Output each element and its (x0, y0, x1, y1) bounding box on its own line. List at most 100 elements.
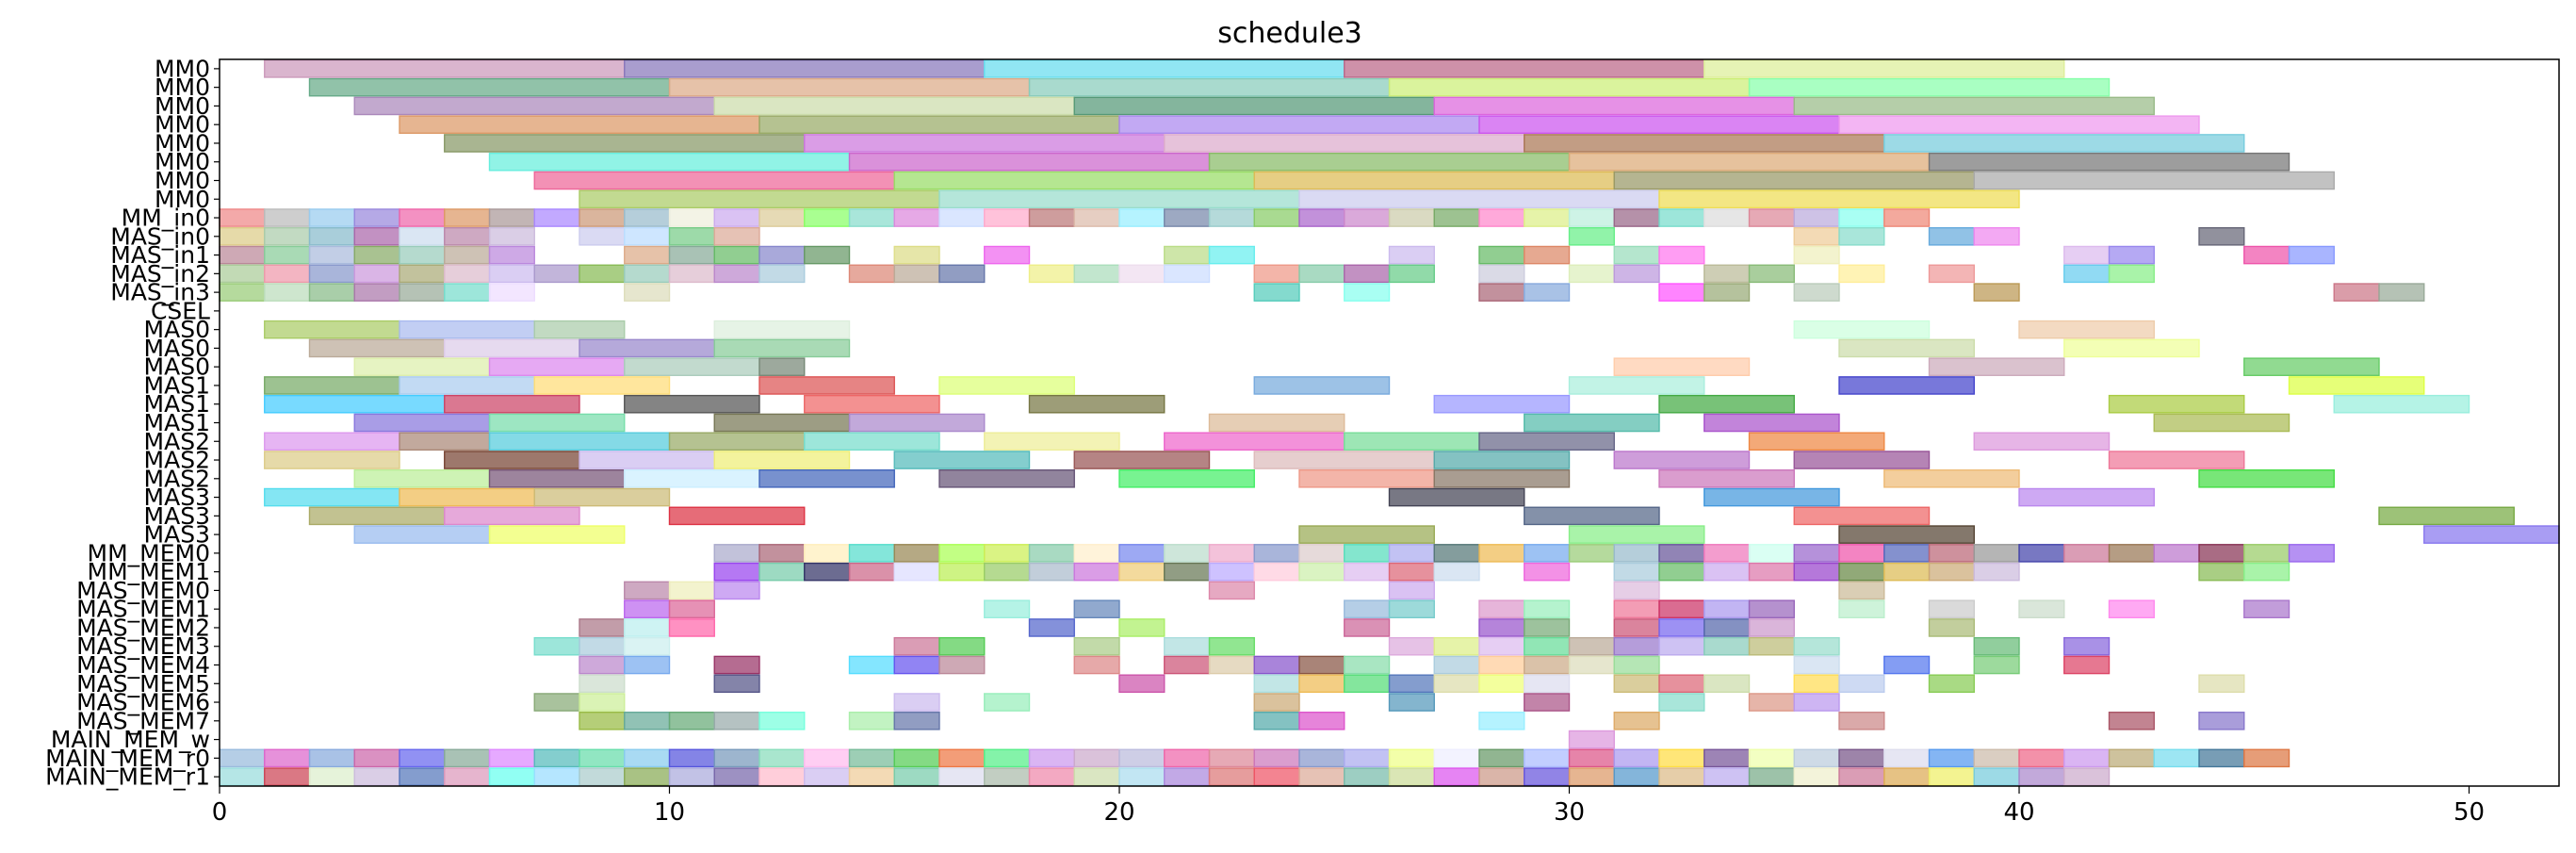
task-bar (1478, 674, 1525, 694)
task-bar (1613, 544, 1660, 563)
task-bar (1298, 767, 1345, 786)
task-bar (1478, 245, 1525, 265)
task-bar (533, 376, 671, 395)
task-bar (938, 748, 986, 768)
task-bar (624, 227, 671, 246)
task-bar (533, 487, 671, 507)
task-bar (1253, 208, 1300, 227)
task-bar (893, 693, 940, 712)
task-bar (758, 544, 806, 563)
task-bar (1658, 189, 2020, 209)
task-bar (1118, 767, 1166, 786)
task-bar (1298, 544, 1345, 563)
task-bar (1433, 655, 1480, 675)
task-bar (2063, 264, 2111, 284)
task-bar (1298, 562, 1345, 582)
task-bar (713, 338, 851, 358)
task-bar (579, 674, 626, 694)
task-bar (2153, 413, 2291, 433)
task-bar (893, 562, 940, 582)
task-bar (1568, 655, 1615, 675)
task-bar (1433, 674, 1480, 694)
task-bar (1658, 562, 1705, 582)
task-bar (1613, 618, 1660, 637)
y-tick-label: MM0 (155, 92, 210, 120)
task-bar (308, 338, 446, 358)
task-bar (1118, 208, 1166, 227)
y-tick-label: MAS_MEM4 (76, 651, 210, 679)
task-bar (2018, 748, 2065, 768)
task-bar (2063, 655, 2111, 675)
task-bar (668, 581, 715, 600)
task-bar (1388, 674, 1435, 694)
task-bar (1613, 451, 1751, 469)
task-bar (1164, 264, 1211, 284)
task-bar (1568, 376, 1705, 395)
task-bar (1658, 469, 1795, 488)
task-bar (488, 283, 535, 302)
task-bar (308, 227, 355, 246)
task-bar (488, 748, 535, 768)
task-bar (1253, 171, 1615, 190)
task-bar (2063, 748, 2111, 768)
task-bar (2243, 748, 2291, 768)
task-bar (1073, 264, 1120, 284)
task-bar (848, 562, 895, 582)
task-bar (219, 283, 266, 302)
task-bar (713, 413, 851, 433)
task-bar (1704, 487, 1840, 507)
task-bar (1433, 748, 1480, 768)
task-bar (1433, 562, 1480, 582)
task-bar (399, 245, 446, 265)
task-bar (1028, 544, 1075, 563)
task-bars (219, 59, 2560, 786)
task-bar (1704, 748, 1751, 768)
y-tick-label: MM0 (155, 167, 210, 194)
task-bar (444, 264, 491, 284)
task-bar (1658, 208, 1705, 227)
task-bar (984, 693, 1031, 712)
task-bar (668, 432, 806, 451)
task-bar (1298, 674, 1345, 694)
task-bar (1253, 376, 1391, 395)
task-bar (1253, 767, 1300, 786)
task-bar (1658, 283, 1705, 302)
task-bar (1613, 748, 1660, 768)
task-bar (488, 245, 535, 265)
task-bar (1613, 171, 1975, 190)
task-bar (1658, 767, 1705, 786)
task-bar (1433, 394, 1571, 414)
y-tick-label: MAS_in0 (110, 222, 210, 250)
task-bar (1793, 320, 1931, 339)
task-bar (1344, 562, 1391, 582)
task-bar (1613, 357, 1751, 376)
task-bar (2198, 674, 2245, 694)
task-bar (353, 525, 491, 544)
task-bar (938, 208, 986, 227)
task-bar (758, 208, 806, 227)
task-bar (444, 748, 491, 768)
task-bar (1704, 767, 1751, 786)
x-tick-label: 10 (654, 798, 685, 827)
task-bar (758, 748, 806, 768)
task-bar (624, 469, 760, 488)
task-bar (1613, 264, 1660, 284)
y-tick-label: MAS_in2 (110, 260, 210, 287)
task-bar (1253, 544, 1300, 563)
task-bar (579, 767, 626, 786)
task-bar (624, 283, 671, 302)
y-tick-label: MAS2 (144, 428, 210, 455)
task-bar (1253, 451, 1435, 469)
task-bar (2153, 748, 2200, 768)
task-bar (1524, 618, 1571, 637)
task-bar (264, 487, 400, 507)
task-bar (624, 655, 671, 675)
task-bar (1028, 208, 1075, 227)
task-bar (1928, 152, 2291, 172)
task-bar (1478, 655, 1525, 675)
task-bar (848, 152, 1211, 172)
task-bar (938, 264, 986, 284)
task-bar (1568, 748, 1615, 768)
task-bar (893, 748, 940, 768)
